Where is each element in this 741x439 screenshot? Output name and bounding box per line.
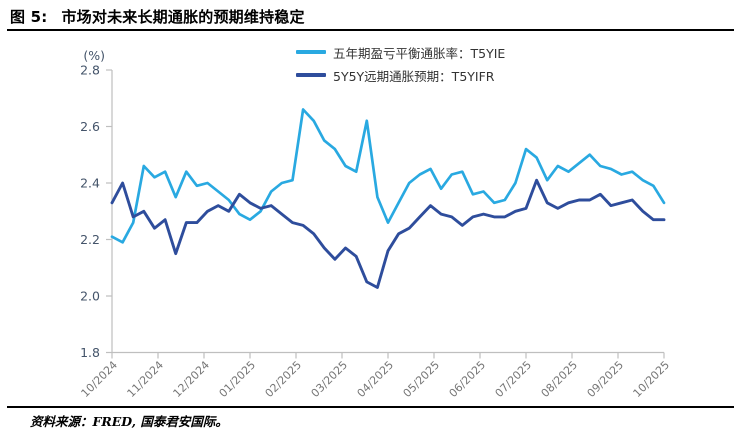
x-tick-label: 01/2025 xyxy=(217,358,259,400)
x-tick-label: 11/2024 xyxy=(125,358,167,400)
t5yie-line-swatch xyxy=(296,50,326,54)
y-tick-label: 2.0 xyxy=(80,289,100,304)
y-tick-label: 2.6 xyxy=(80,119,100,134)
y-tick-label: 2.4 xyxy=(80,176,100,191)
x-tick-label: 02/2025 xyxy=(263,358,305,400)
y-tick-label: 1.8 xyxy=(80,345,100,360)
x-tick-label: 12/2024 xyxy=(171,358,213,400)
figure-header: 图 5: 市场对未来长期通胀的预期维持稳定 xyxy=(10,6,730,27)
x-tick-label: 10/2025 xyxy=(631,358,673,400)
x-tick-label: 09/2025 xyxy=(585,358,627,400)
legend-item-t5yifr: 5Y5Y远期通胀预期：T5YIFR xyxy=(296,65,505,85)
x-tick-label: 03/2025 xyxy=(309,358,351,400)
title-rule xyxy=(7,29,734,31)
chart-legend: 五年期盈亏平衡通胀率：T5YIE 5Y5Y远期通胀预期：T5YIFR xyxy=(296,42,505,85)
x-tick-label: 05/2025 xyxy=(401,358,443,400)
y-tick-label: 2.2 xyxy=(80,232,100,247)
x-tick-label: 04/2025 xyxy=(355,358,397,400)
source-note: 资料来源：FRED, 国泰君安国际。 xyxy=(30,414,228,429)
t5yie-legend-label: 五年期盈亏平衡通胀率：T5YIE xyxy=(333,45,506,61)
x-tick-label: 07/2025 xyxy=(493,358,535,400)
figure-title: 市场对未来长期通胀的预期维持稳定 xyxy=(61,8,305,26)
y-axis-unit-label: (%) xyxy=(83,48,105,63)
x-tick-label: 08/2025 xyxy=(539,358,581,400)
x-tick-label: 06/2025 xyxy=(447,358,489,400)
footer-rule xyxy=(7,406,734,408)
series-line-0 xyxy=(110,108,666,244)
figure-label: 图 5: xyxy=(10,8,48,26)
series-line-1 xyxy=(110,178,666,289)
legend-item-t5yie: 五年期盈亏平衡通胀率：T5YIE xyxy=(296,42,505,62)
t5yifr-legend-label: 5Y5Y远期通胀预期：T5YIFR xyxy=(333,68,495,84)
t5yifr-line-swatch xyxy=(296,73,326,77)
y-tick-label: 2.8 xyxy=(80,63,100,78)
x-tick-label: 10/2024 xyxy=(79,358,121,400)
